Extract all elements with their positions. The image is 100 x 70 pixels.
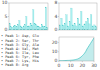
bar	[38, 27, 39, 30]
bar	[44, 27, 45, 30]
bar	[36, 25, 37, 30]
bar	[61, 18, 62, 30]
y-tick	[58, 16, 59, 17]
x-tick-label: 0	[58, 63, 61, 68]
bar	[69, 22, 70, 30]
bar	[79, 24, 80, 30]
bar	[71, 8, 72, 30]
x-tick-label: 10	[68, 63, 74, 68]
bar	[66, 15, 67, 30]
plot-frame	[59, 3, 97, 30]
bar	[13, 26, 14, 30]
y-tick	[8, 16, 9, 17]
y-tick-label: 20	[52, 40, 58, 45]
y-tick	[58, 30, 59, 31]
bar	[91, 15, 92, 30]
bar	[27, 27, 28, 30]
bar	[23, 26, 24, 30]
bar	[16, 27, 17, 30]
bar	[72, 25, 73, 30]
bar	[30, 23, 31, 30]
bar	[12, 27, 13, 30]
line	[59, 38, 94, 61]
bar	[41, 25, 42, 30]
bar	[17, 25, 18, 30]
y-tick-label: 10	[52, 49, 58, 54]
plot-frame	[59, 37, 94, 61]
bar	[45, 7, 46, 30]
bar	[81, 11, 82, 30]
bar	[92, 26, 93, 30]
bar	[22, 27, 23, 30]
y-tick-label: 8	[55, 0, 58, 5]
y-tick	[58, 3, 59, 4]
bar	[64, 23, 65, 30]
bar	[29, 26, 30, 30]
bars	[59, 8, 97, 30]
bar	[59, 25, 60, 30]
bar	[31, 25, 32, 30]
area-fill	[59, 38, 94, 61]
x-tick-label: 30	[91, 63, 97, 68]
bar	[89, 24, 90, 30]
bar	[34, 23, 35, 30]
chart-area: 010200102030	[52, 37, 97, 68]
bar	[86, 22, 87, 30]
bar	[33, 10, 34, 30]
bar	[82, 26, 83, 30]
y-tick	[8, 30, 9, 31]
y-tick-label: 10	[2, 0, 8, 5]
caption-line: • Peak 8: Arg	[1, 63, 28, 67]
y-tick	[8, 3, 9, 4]
chart-text: • Peak 1: Asp, Glu• Peak 2: Ser, Thr• Pe…	[1, 34, 39, 67]
y-tick	[58, 51, 59, 52]
y-tick-label: 0	[5, 27, 8, 32]
bar	[10, 27, 11, 30]
bar	[94, 25, 95, 30]
bar	[26, 17, 27, 31]
chart-bar: 0 5 10	[2, 0, 48, 32]
bar	[76, 26, 77, 30]
bar	[62, 25, 63, 30]
bar	[40, 27, 41, 30]
bar	[37, 26, 38, 30]
bar	[67, 26, 68, 30]
y-tick	[58, 61, 59, 62]
bar	[95, 27, 96, 30]
bar	[24, 25, 25, 30]
bar	[9, 23, 10, 30]
bars	[9, 7, 48, 30]
bar	[84, 24, 85, 30]
y-tick-label: 5	[5, 14, 8, 19]
y-tick-label: 4	[55, 14, 58, 19]
y-tick-label: 0	[55, 27, 58, 32]
chart-bar: 0 4 8	[55, 0, 97, 32]
plot-frame	[9, 3, 48, 30]
y-tick	[58, 42, 59, 43]
x-tick-label: 20	[79, 63, 85, 68]
bar	[74, 23, 75, 30]
series	[59, 38, 94, 61]
bar	[43, 26, 44, 30]
bar	[77, 18, 78, 30]
figure: 0 5 10 0 4 8 • Peak 1: Asp, Glu• Peak 2: Ser, …	[0, 0, 100, 70]
bar	[19, 21, 20, 30]
bar	[87, 18, 88, 30]
bar	[20, 26, 21, 30]
bar	[15, 25, 16, 30]
bar	[47, 27, 48, 30]
